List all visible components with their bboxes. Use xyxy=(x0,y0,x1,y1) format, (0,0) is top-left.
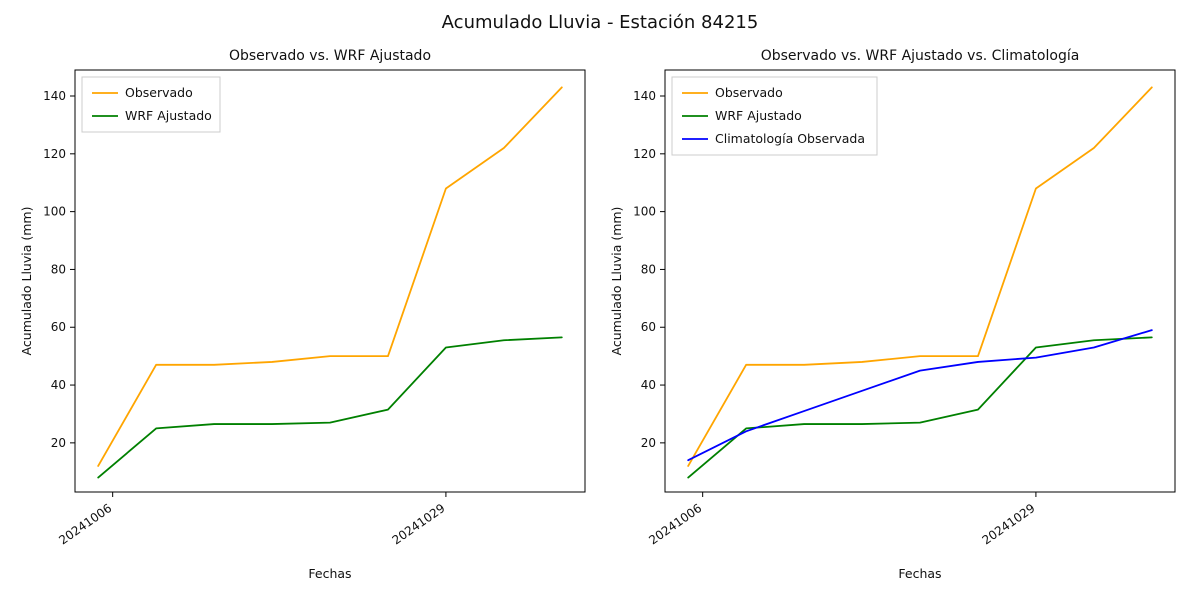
legend-label: WRF Ajustado xyxy=(715,108,802,123)
series-line-observado xyxy=(97,86,563,467)
subplot-title: Observado vs. WRF Ajustado xyxy=(229,48,431,64)
axes-frame xyxy=(664,69,1176,493)
legend-label: Climatología Observada xyxy=(715,131,865,146)
y-tick-label: 40 xyxy=(51,378,66,392)
series-line-observado xyxy=(687,86,1153,467)
y-tick-label: 120 xyxy=(43,147,66,161)
legend-label: Observado xyxy=(125,85,193,100)
y-tick-label: 40 xyxy=(641,378,656,392)
series-line-wrf-ajustado xyxy=(687,336,1153,479)
series-line-wrf-ajustado xyxy=(97,336,563,479)
y-tick-label: 140 xyxy=(633,89,656,103)
y-tick-label: 20 xyxy=(51,436,66,450)
y-tick-label: 80 xyxy=(51,262,66,276)
series-line-climatolog-a-observada xyxy=(687,329,1153,462)
y-axis-label: Acumulado Lluvia (mm) xyxy=(609,207,624,356)
x-tick-label: 20241006 xyxy=(56,501,114,548)
legend-box xyxy=(81,76,221,133)
figure-title: Acumulado Lluvia - Estación 84215 xyxy=(441,12,759,33)
legend-label: Observado xyxy=(715,85,783,100)
subplot-title: Observado vs. WRF Ajustado vs. Climatolo… xyxy=(761,48,1080,64)
x-axis-label: Fechas xyxy=(308,566,351,581)
y-tick-label: 60 xyxy=(51,320,66,334)
x-axis-label: Fechas xyxy=(898,566,941,581)
x-tick-label: 20241006 xyxy=(646,501,704,548)
y-tick-label: 100 xyxy=(633,205,656,219)
y-tick-label: 60 xyxy=(641,320,656,334)
y-tick-label: 120 xyxy=(633,147,656,161)
axes-frame xyxy=(74,69,586,493)
x-tick-label: 20241029 xyxy=(390,501,448,548)
x-tick-label: 20241029 xyxy=(980,501,1038,548)
y-tick-label: 140 xyxy=(43,89,66,103)
y-tick-label: 20 xyxy=(641,436,656,450)
y-axis-label: Acumulado Lluvia (mm) xyxy=(19,207,34,356)
y-tick-label: 100 xyxy=(43,205,66,219)
legend-label: WRF Ajustado xyxy=(125,108,212,123)
y-tick-label: 80 xyxy=(641,262,656,276)
